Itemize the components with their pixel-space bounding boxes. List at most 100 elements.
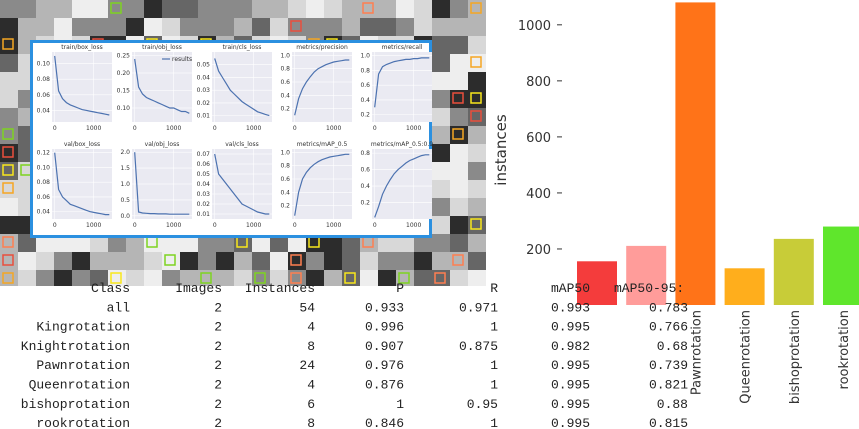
collage-tile bbox=[108, 252, 126, 270]
collage-box bbox=[110, 2, 122, 14]
table-cell: Queenrotation bbox=[29, 378, 130, 393]
y-tick-label: 0.02 bbox=[197, 100, 211, 107]
bar bbox=[626, 245, 667, 305]
collage-tile bbox=[0, 90, 18, 108]
training-plots: train/box_loss 0.04 0.06 0.08 0.10 0 1000 train… bbox=[37, 44, 434, 229]
y-tick-label: 0.8 bbox=[280, 163, 290, 170]
collage-tile bbox=[468, 180, 486, 198]
collage-tile bbox=[18, 270, 36, 286]
table-header: R bbox=[490, 281, 498, 296]
collage-tile bbox=[450, 0, 468, 18]
collage-tile bbox=[144, 0, 162, 18]
collage-tile bbox=[0, 72, 18, 90]
curve bbox=[134, 152, 190, 215]
y-tick-label: 0.6 bbox=[360, 82, 370, 89]
collage-box bbox=[2, 38, 14, 50]
collage-box bbox=[2, 146, 14, 158]
table-cell: 8 bbox=[307, 339, 315, 354]
collage-tile bbox=[468, 126, 486, 144]
collage-box bbox=[344, 272, 356, 284]
collage-tile bbox=[396, 252, 414, 270]
collage-tile bbox=[0, 216, 18, 234]
collage-tile bbox=[252, 252, 270, 270]
collage-tile bbox=[216, 270, 234, 286]
table-cell: 0.995 bbox=[551, 358, 590, 373]
table-header: P bbox=[396, 281, 404, 296]
y-tick-label: 0.08 bbox=[37, 76, 51, 83]
table-cell: 0.995 bbox=[551, 416, 590, 429]
collage-tile bbox=[288, 234, 306, 252]
table-cell: 54 bbox=[299, 300, 315, 315]
y-tick-label: 0.04 bbox=[37, 107, 51, 114]
x-tick-label: 1000 bbox=[246, 222, 261, 229]
table-cell: 0.996 bbox=[365, 320, 404, 335]
y-tick-label: 600 bbox=[526, 131, 551, 146]
collage-box bbox=[362, 2, 374, 14]
collage-tile bbox=[306, 252, 324, 270]
collage-tile bbox=[18, 18, 36, 36]
y-tick-label: 0.15 bbox=[117, 88, 131, 95]
y-tick-label: 0.01 bbox=[197, 211, 211, 218]
collage-tile bbox=[396, 18, 414, 36]
y-tick-label: 0.04 bbox=[37, 209, 51, 216]
y-tick-label: 0.07 bbox=[197, 151, 211, 158]
table-cell: 0.846 bbox=[365, 416, 404, 429]
collage-tile bbox=[414, 270, 432, 286]
collage-tile bbox=[450, 18, 468, 36]
plot-title: metrics/precision bbox=[296, 44, 348, 51]
collage-tile bbox=[468, 162, 486, 180]
table-cell: 0.739 bbox=[649, 358, 688, 373]
collage-tile bbox=[36, 0, 54, 18]
x-tick-label: 1000 bbox=[86, 222, 101, 229]
y-tick-label: 0.04 bbox=[197, 181, 211, 188]
x-tick-label: 0 bbox=[53, 222, 57, 229]
table-cell: 2 bbox=[214, 397, 222, 412]
collage-tile bbox=[108, 234, 126, 252]
collage-tile bbox=[468, 252, 486, 270]
collage-tile bbox=[54, 0, 72, 18]
collage-tile bbox=[72, 18, 90, 36]
y-tick-label: 0.4 bbox=[360, 183, 370, 190]
collage-tile bbox=[432, 0, 450, 18]
collage-tile bbox=[432, 234, 450, 252]
collage-tile bbox=[378, 252, 396, 270]
plot-area bbox=[52, 149, 112, 219]
table-cell: bishoprotation bbox=[21, 397, 130, 412]
table-header: mAP50 bbox=[551, 281, 590, 296]
y-tick-label: 0.20 bbox=[117, 70, 131, 77]
y-tick-label: 0.05 bbox=[197, 62, 211, 69]
x-tick-label: 1000 bbox=[166, 222, 181, 229]
collage-tile bbox=[432, 162, 450, 180]
collage-tile bbox=[432, 72, 450, 90]
plot-title: train/obj_loss bbox=[142, 44, 182, 51]
collage-box bbox=[470, 2, 482, 14]
collage-tile bbox=[0, 18, 18, 36]
collage-box bbox=[2, 164, 14, 176]
collage-tile bbox=[360, 18, 378, 36]
collage-box bbox=[254, 272, 266, 284]
collage-tile bbox=[414, 234, 432, 252]
collage-tile bbox=[270, 18, 288, 36]
table-cell: 2 bbox=[214, 300, 222, 315]
collage-tile bbox=[90, 18, 108, 36]
collage-tile bbox=[468, 270, 486, 286]
collage-box bbox=[470, 110, 482, 122]
x-tick-label: 1000 bbox=[406, 222, 421, 229]
curve bbox=[374, 57, 430, 108]
collage-tile bbox=[72, 252, 90, 270]
y-tick-label: 0.2 bbox=[280, 203, 290, 210]
table-cell: 0.876 bbox=[365, 378, 404, 393]
collage-tile bbox=[396, 0, 414, 18]
x-tick-label: 0 bbox=[373, 222, 377, 229]
table-cell: 0.995 bbox=[551, 397, 590, 412]
collage-tile bbox=[432, 126, 450, 144]
bar bbox=[823, 226, 859, 305]
collage-tile bbox=[432, 90, 450, 108]
collage-tile bbox=[162, 270, 180, 286]
y-tick-label: 0.03 bbox=[197, 191, 211, 198]
collage-tile bbox=[0, 198, 18, 216]
table-cell: 0.995 bbox=[551, 320, 590, 335]
bar bbox=[675, 2, 716, 306]
y-tick-label: 0.0 bbox=[120, 213, 130, 220]
